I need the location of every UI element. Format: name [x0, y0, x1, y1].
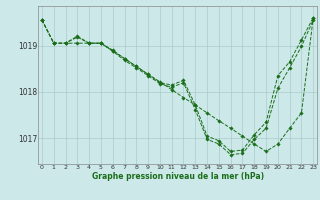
X-axis label: Graphe pression niveau de la mer (hPa): Graphe pression niveau de la mer (hPa) [92, 172, 264, 181]
